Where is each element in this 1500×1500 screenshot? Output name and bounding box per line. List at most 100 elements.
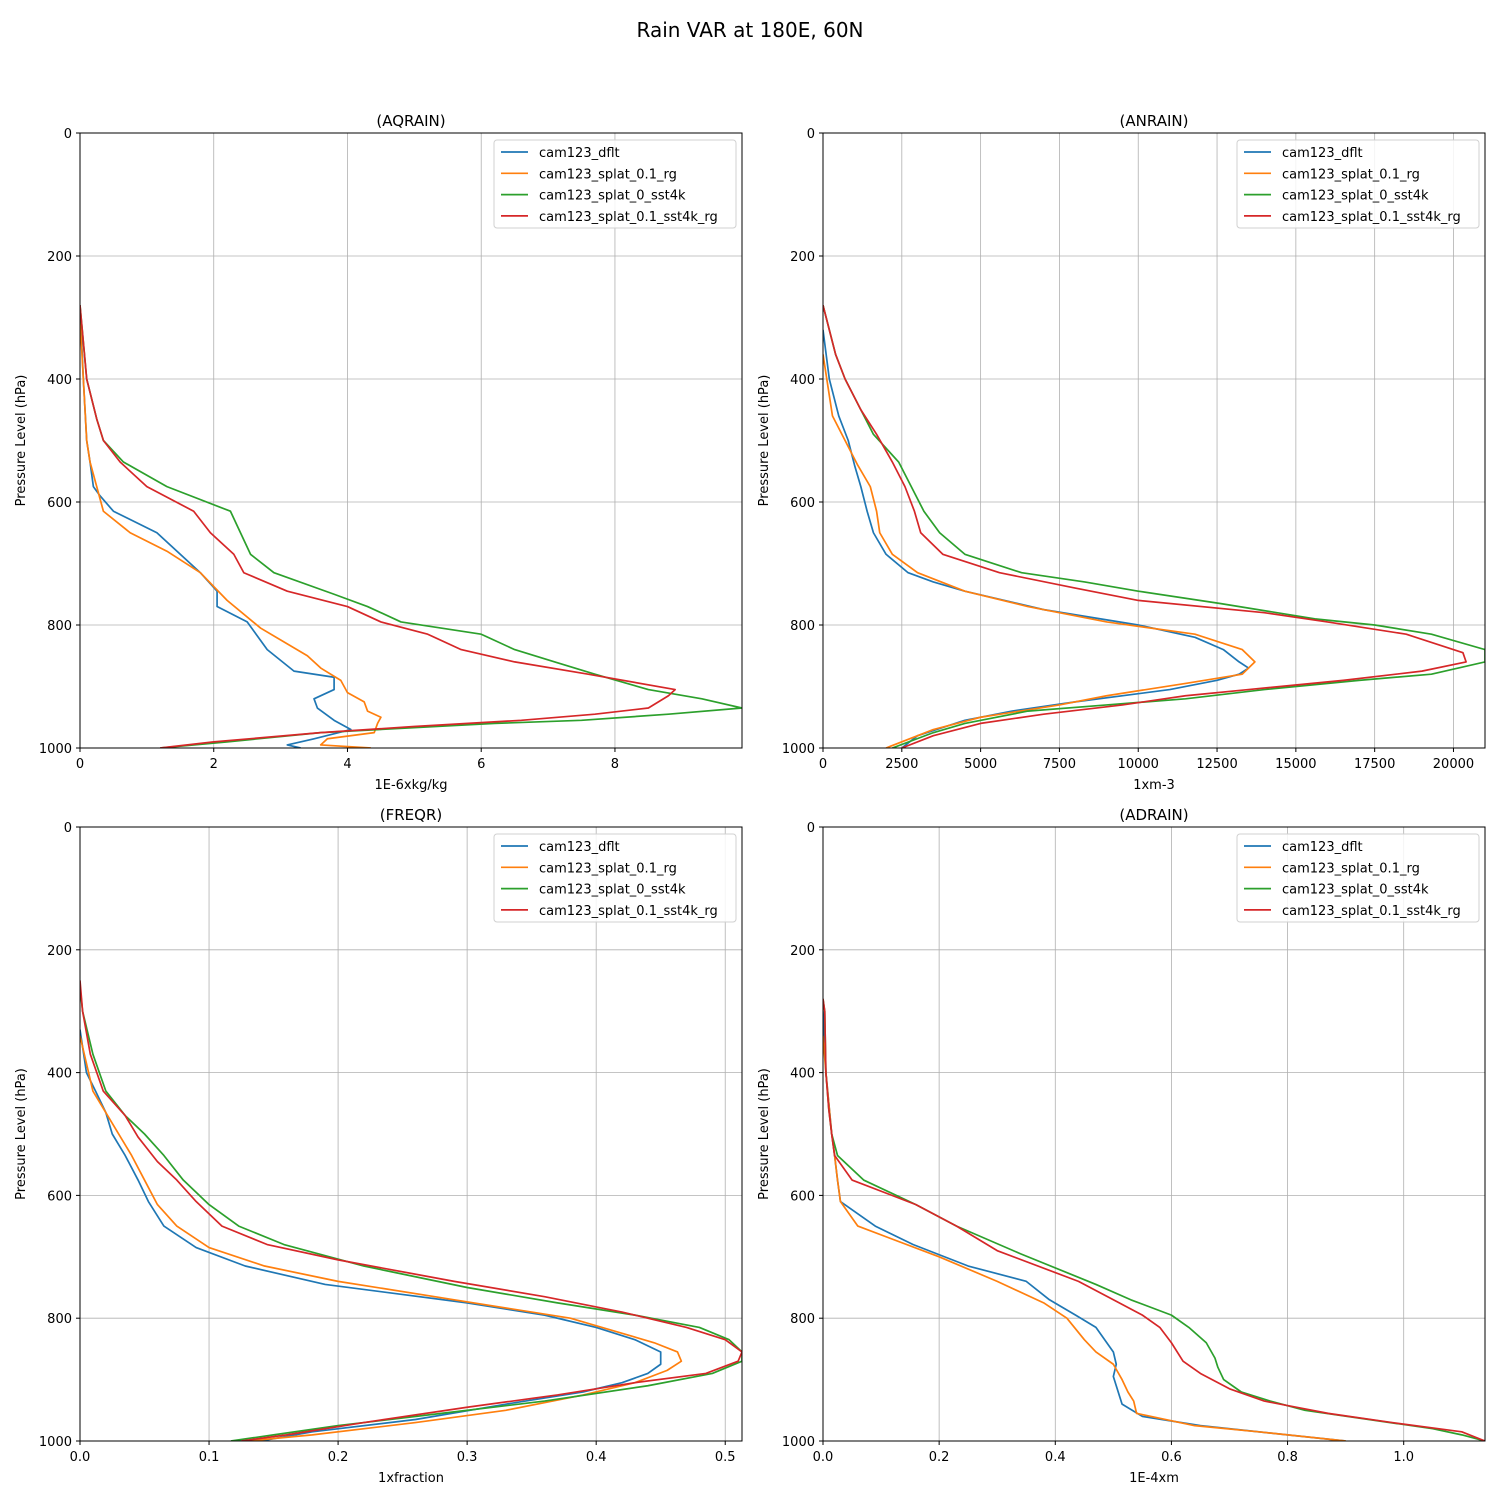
axes-frame — [79, 132, 743, 749]
y-tick-label: 1000 — [782, 1435, 815, 1450]
legend-entry: cam123_splat_0_sst4k — [1282, 189, 1429, 204]
y-tick-label: 1000 — [39, 742, 72, 757]
legend-entry: cam123_dflt — [1282, 840, 1363, 855]
y-tick-label: 800 — [790, 1312, 815, 1327]
legend: cam123_dflt cam123_splat_0.1_rg cam123_spl… — [493, 139, 737, 229]
y-tick-label: 0 — [807, 127, 815, 142]
legend-entry: cam123_dflt — [539, 146, 620, 161]
x-tick-label: 0.6 — [1161, 1450, 1182, 1465]
x-tick-label: 0.2 — [929, 1450, 950, 1465]
y-tick-label: 600 — [47, 1189, 72, 1204]
y-tick-label: 0 — [64, 821, 72, 836]
axes-frame — [822, 826, 1486, 1442]
y-tick-label: 200 — [47, 250, 72, 265]
x-tick-label: 17500 — [1354, 757, 1395, 772]
series-line-cam123_dflt — [80, 305, 352, 748]
x-tick-label: 20000 — [1433, 757, 1474, 772]
x-tick-label: 12500 — [1196, 757, 1237, 772]
x-tick-label: 10000 — [1118, 757, 1159, 772]
panel-anrain: 0 2500 5000 7500 10000 12500 15000 17500 20000 0 2… — [757, 112, 1486, 793]
x-tick-label: 0.5 — [715, 1450, 736, 1465]
legend-entry: cam123_dflt — [539, 840, 620, 855]
x-tick-label: 0.3 — [457, 1450, 478, 1465]
y-axis-label: Pressure Level (hPa) — [14, 1068, 29, 1200]
x-axis-label: 1E-4xm — [1129, 1471, 1179, 1486]
y-tick-label: 1000 — [782, 742, 815, 757]
legend-entry: cam123_splat_0.1_sst4k_rg — [1282, 210, 1461, 225]
series-line-cam123_splat_0.1_sst4k_rg — [80, 305, 676, 748]
x-tick-label: 0 — [819, 757, 827, 772]
legend-entry: cam123_splat_0_sst4k — [539, 883, 686, 898]
x-tick-label: 0.0 — [70, 1450, 91, 1465]
legend-box — [493, 139, 737, 229]
x-axis-label: 1xm-3 — [1133, 778, 1175, 793]
legend-entry: cam123_splat_0_sst4k — [1282, 883, 1429, 898]
y-tick-label: 200 — [790, 944, 815, 959]
legend-entry: cam123_splat_0.1_sst4k_rg — [1282, 904, 1461, 919]
y-tick-label: 800 — [790, 619, 815, 634]
series-line-cam123_splat_0.1_sst4k_rg — [823, 998, 1485, 1441]
legend-entry: cam123_splat_0.1_rg — [539, 167, 677, 182]
y-axis-label: Pressure Level (hPa) — [14, 375, 29, 507]
y-tick-label: 600 — [790, 496, 815, 511]
x-tick-label: 0.4 — [1045, 1450, 1066, 1465]
y-tick-label: 400 — [47, 373, 72, 388]
legend-entry: cam123_splat_0.1_rg — [1282, 167, 1420, 182]
panel-title: (AQRAIN) — [376, 112, 445, 130]
x-tick-label: 0.1 — [199, 1450, 220, 1465]
y-tick-label: 0 — [807, 821, 815, 836]
y-tick-label: 600 — [47, 496, 72, 511]
y-tick-label: 800 — [47, 1312, 72, 1327]
legend-entry: cam123_splat_0.1_sst4k_rg — [539, 210, 718, 225]
panel-title: (FREQR) — [380, 806, 442, 824]
series-line-cam123_splat_0_sst4k — [80, 986, 742, 1441]
series-line-cam123_splat_0_sst4k — [80, 305, 742, 748]
x-tick-label: 0.8 — [1277, 1450, 1298, 1465]
x-tick-label: 6 — [477, 757, 485, 772]
x-tick-label: 7500 — [1043, 757, 1076, 772]
panel-title: (ANRAIN) — [1120, 112, 1189, 130]
y-tick-label: 400 — [790, 373, 815, 388]
legend-entry: cam123_splat_0.1_sst4k_rg — [539, 904, 718, 919]
panel-adrain: 0.0 0.2 0.4 0.6 0.8 1.0 0 200 400 600 800 1000 (ADRA… — [757, 806, 1486, 1486]
legend-box — [1236, 139, 1480, 229]
panel-title: (ADRAIN) — [1119, 806, 1188, 824]
legend-box — [1236, 833, 1480, 923]
x-axis-label: 1xfraction — [378, 1471, 444, 1486]
axes-frame — [79, 826, 743, 1442]
panel-aqrain: 0 2 4 6 8 0 200 400 600 800 1000 (AQRAIN) 1E-6xkg/kg… — [14, 112, 743, 793]
legend-box — [493, 833, 737, 923]
y-tick-label: 0 — [64, 127, 72, 142]
x-tick-label: 2 — [210, 757, 218, 772]
series-line-cam123_splat_0.1_sst4k_rg — [80, 980, 742, 1441]
y-tick-label: 600 — [790, 1189, 815, 1204]
y-axis-label: Pressure Level (hPa) — [757, 1068, 772, 1200]
legend: cam123_dflt cam123_splat_0.1_rg cam123_spl… — [493, 833, 737, 923]
y-tick-label: 200 — [47, 944, 72, 959]
y-tick-label: 1000 — [39, 1435, 72, 1450]
y-tick-label: 200 — [790, 250, 815, 265]
x-tick-label: 0 — [76, 757, 84, 772]
series-line-cam123_splat_0.1_rg — [80, 1035, 683, 1441]
x-tick-label: 5000 — [964, 757, 997, 772]
legend: cam123_dflt cam123_splat_0.1_rg cam123_spl… — [1236, 139, 1480, 229]
figure-title: Rain VAR at 180E, 60N — [636, 18, 863, 42]
legend: cam123_dflt cam123_splat_0.1_rg cam123_spl… — [1236, 833, 1480, 923]
x-tick-label: 0.4 — [586, 1450, 607, 1465]
series-line-cam123_dflt — [80, 1029, 662, 1441]
x-tick-label: 15000 — [1275, 757, 1316, 772]
legend-entry: cam123_splat_0_sst4k — [539, 189, 686, 204]
series-line-cam123_splat_0.1_rg — [823, 354, 1256, 748]
panel-freqr: 0.0 0.1 0.2 0.3 0.4 0.5 0 200 400 600 800 1000 (FREQ… — [14, 806, 743, 1486]
legend-entry: cam123_splat_0.1_rg — [539, 861, 677, 876]
x-tick-label: 2500 — [885, 757, 918, 772]
y-axis-label: Pressure Level (hPa) — [757, 375, 772, 507]
y-tick-label: 400 — [790, 1067, 815, 1082]
x-tick-label: 1.0 — [1393, 1450, 1414, 1465]
x-tick-label: 8 — [611, 757, 619, 772]
y-tick-label: 400 — [47, 1067, 72, 1082]
series-line-cam123_splat_0_sst4k — [823, 304, 1485, 748]
y-tick-label: 800 — [47, 619, 72, 634]
x-axis-label: 1E-6xkg/kg — [374, 778, 447, 793]
